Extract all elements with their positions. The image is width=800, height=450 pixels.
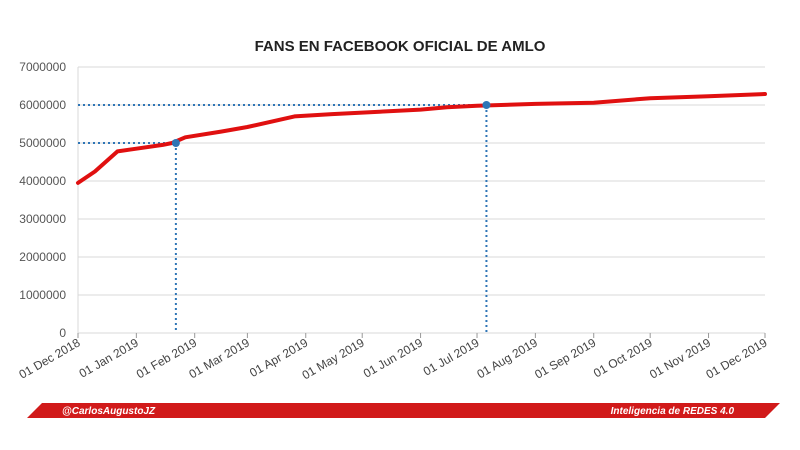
- footer-band: [27, 403, 780, 418]
- y-tick-label: 6000000: [19, 98, 66, 112]
- chart-title: FANS EN FACEBOOK OFICIAL DE AMLO: [255, 38, 546, 55]
- y-tick-label: 5000000: [19, 136, 66, 150]
- y-tick-label: 2000000: [19, 250, 66, 264]
- x-tick-label: 01 Nov 2019: [647, 335, 713, 381]
- x-tick-label: 01 Jun 2019: [361, 335, 425, 380]
- y-tick-label: 7000000: [19, 60, 66, 74]
- x-tick-label: 01 Dec 2018: [17, 335, 83, 381]
- series-line: [76, 92, 767, 185]
- guide-lines: [78, 104, 488, 333]
- markers: [171, 101, 491, 147]
- footer-left-text: @CarlosAugustoJZ: [62, 406, 156, 417]
- y-tick-label: 4000000: [19, 174, 66, 188]
- y-tick-label: 1000000: [19, 288, 66, 302]
- footer-banner: @CarlosAugustoJZ Inteligencia de REDES 4…: [27, 403, 780, 418]
- x-tick-label: 01 Dec 2019: [704, 335, 770, 381]
- y-tick-label: 0: [59, 326, 66, 340]
- x-tick-label: 01 Jul 2019: [421, 335, 482, 378]
- x-tick-label: 01 Jan 2019: [77, 335, 141, 380]
- grid-lines: [77, 66, 765, 334]
- marker-point: [482, 101, 491, 109]
- x-tick-label: 01 Oct 2019: [591, 335, 655, 380]
- marker-point: [171, 139, 180, 147]
- axes: 0 1000000 2000000 3000000 4000000 5000000 6000…: [17, 60, 770, 382]
- x-tick-label: 01 Sep 2019: [532, 335, 598, 381]
- footer-right-text: Inteligencia de REDES 4.0: [611, 406, 735, 417]
- x-tick-label: 01 May 2019: [300, 335, 367, 382]
- series: [76, 92, 767, 185]
- x-tick-label: 01 Mar 2019: [187, 335, 253, 381]
- y-tick-label: 3000000: [19, 212, 66, 226]
- x-tick-label: 01 Aug 2019: [474, 335, 540, 381]
